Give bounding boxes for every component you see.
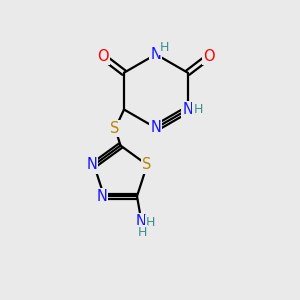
Text: O: O [203,49,215,64]
Text: N: N [151,47,161,62]
Text: H: H [160,41,169,54]
Text: S: S [142,158,152,172]
Text: N: N [136,214,147,229]
Text: N: N [151,120,161,135]
Text: O: O [97,49,109,64]
Text: N: N [86,158,97,172]
Text: N: N [182,102,193,117]
Text: S: S [110,121,120,136]
Text: N: N [96,189,107,204]
Text: H: H [194,103,203,116]
Text: H: H [138,226,147,239]
Text: H: H [146,216,155,229]
